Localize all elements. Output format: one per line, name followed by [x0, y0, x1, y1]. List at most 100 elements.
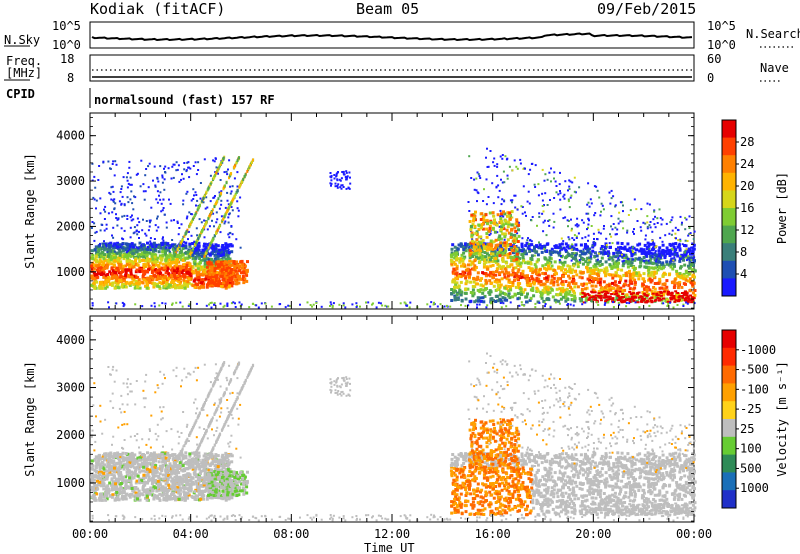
power-cell: [124, 282, 128, 285]
power-cell: [685, 296, 688, 299]
power-cell: [500, 178, 502, 181]
power-cell: [460, 264, 463, 268]
power-cell: [641, 291, 645, 294]
noise-left-tick-bottom: 10^0: [52, 38, 81, 52]
power-cell: [570, 227, 573, 230]
power-cell: [496, 287, 500, 291]
power-cell: [524, 244, 528, 248]
power-cell: [658, 277, 662, 281]
power-cell: [161, 277, 165, 281]
power-cell: [320, 305, 323, 308]
power-cell: [484, 274, 488, 278]
power-cell: [341, 171, 344, 173]
power-cell: [93, 175, 96, 178]
power-cell: [669, 297, 673, 299]
power-cell: [468, 249, 472, 252]
power-cell: [576, 285, 580, 289]
power-cell: [479, 288, 483, 292]
power-cell: [673, 278, 677, 282]
power-cell: [138, 230, 140, 233]
power-cell: [489, 297, 493, 301]
power-cell: [678, 259, 682, 263]
power-cell: [617, 246, 621, 250]
power-cell: [576, 217, 579, 220]
power-cell: [101, 264, 105, 268]
cpid-text: normalsound (fast) 157 RF: [94, 93, 275, 107]
power-cell: [492, 214, 496, 218]
power-cell: [570, 248, 573, 251]
power-cell: [633, 258, 637, 262]
power-cell: [565, 291, 569, 295]
power-cell: [207, 276, 211, 280]
power-cell: [527, 173, 530, 176]
power-cell: [469, 225, 473, 229]
power-cell: [519, 162, 522, 165]
power-cell: [100, 271, 103, 275]
power-cell: [476, 282, 479, 286]
beam-title: Beam 05: [356, 0, 419, 18]
power-cell: [674, 226, 677, 229]
power-cell: [600, 262, 604, 266]
power-cell: [126, 218, 129, 220]
power-cell: [98, 257, 102, 261]
power-cell: [516, 208, 519, 211]
power-cell: [164, 248, 168, 252]
power-cell: [581, 219, 584, 222]
power-cell: [238, 185, 241, 189]
power-cell: [604, 293, 607, 295]
power-cell: [174, 247, 178, 251]
power-cell: [148, 257, 152, 261]
power-cell: [507, 222, 511, 226]
power-cell: [663, 282, 667, 286]
power-cell: [648, 277, 652, 281]
power-cell: [586, 261, 590, 265]
power-cell: [453, 280, 457, 284]
power-cell: [143, 272, 147, 276]
power-cell: [477, 256, 480, 260]
power-cell: [193, 278, 197, 282]
power-cell: [520, 292, 523, 296]
power-cell: [513, 233, 517, 237]
power-cell: [646, 251, 649, 254]
power-cell: [662, 293, 666, 297]
power-cell: [492, 299, 496, 303]
power-cell: [645, 301, 648, 304]
power-cell: [693, 289, 697, 292]
power-cell: [460, 290, 464, 294]
power-cell: [171, 266, 175, 270]
power-cell: [121, 243, 124, 246]
power-cell: [563, 197, 566, 200]
power-cell: [450, 251, 454, 255]
power-cell: [106, 251, 109, 254]
power-cell: [678, 248, 682, 252]
power-cell: [126, 179, 129, 182]
power-cell: [627, 214, 630, 216]
power-cell: [467, 246, 471, 250]
power-cell: [637, 291, 641, 294]
power-cell: [647, 268, 651, 272]
power-cell: [616, 274, 620, 278]
power-cell: [245, 270, 249, 274]
power-cell: [662, 271, 666, 275]
power-cell: [476, 275, 480, 279]
power-cell: [555, 185, 558, 187]
power-cell: [654, 260, 657, 263]
power-cell: [129, 272, 133, 276]
power-cell: [571, 181, 574, 184]
power-cell: [491, 252, 495, 256]
power-cell: [652, 242, 656, 246]
power-cell: [163, 178, 166, 181]
power-cell: [646, 221, 649, 224]
power-cell: [115, 163, 118, 166]
power-cell: [589, 255, 592, 258]
power-cell: [194, 161, 197, 164]
power-cell: [646, 246, 649, 249]
power-cell: [497, 283, 500, 287]
power-cell: [453, 298, 457, 302]
power-cell: [583, 245, 587, 249]
power-cell: [650, 299, 653, 302]
power-cell: [213, 253, 217, 257]
power-cell: [151, 281, 155, 285]
power-cell: [133, 195, 135, 198]
power-cell: [93, 286, 97, 290]
